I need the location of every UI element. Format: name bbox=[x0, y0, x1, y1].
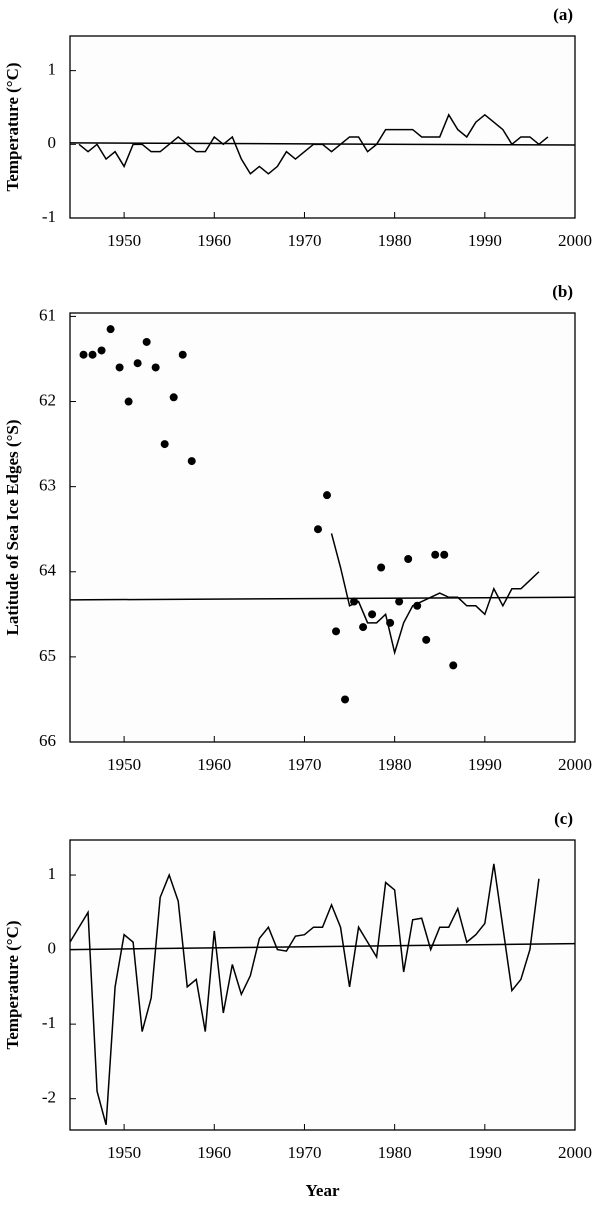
x-tick-label: 2000 bbox=[558, 1143, 592, 1162]
x-tick-label: 1970 bbox=[287, 755, 321, 774]
data-line bbox=[330, 533, 540, 656]
data-point bbox=[151, 363, 160, 372]
data-point bbox=[115, 363, 124, 372]
x-tick-label: 1990 bbox=[468, 1143, 502, 1162]
y-tick-label: 1 bbox=[48, 864, 57, 883]
plot-frame bbox=[69, 312, 576, 743]
y-tick-label: 61 bbox=[39, 305, 56, 324]
x-tick-label: 1950 bbox=[107, 231, 141, 250]
data-point bbox=[160, 440, 169, 449]
plot-frame bbox=[69, 35, 576, 219]
data-point bbox=[106, 325, 115, 334]
data-point bbox=[395, 597, 404, 606]
data-line bbox=[69, 942, 576, 951]
x-tick-label: 1970 bbox=[287, 1143, 321, 1162]
y-tick-label: 65 bbox=[39, 646, 56, 665]
x-tick-label: 1990 bbox=[468, 755, 502, 774]
data-point bbox=[332, 627, 341, 636]
data-point bbox=[368, 610, 377, 619]
y-tick-label: -2 bbox=[42, 1088, 56, 1107]
x-tick-label: 1960 bbox=[197, 1143, 231, 1162]
x-tick-label: 1950 bbox=[107, 1143, 141, 1162]
y-axis-label: Latitude of Sea Ice Edges (°S) bbox=[3, 420, 22, 636]
data-point bbox=[341, 695, 350, 704]
x-tick-label: 1990 bbox=[468, 231, 502, 250]
x-tick-label: 1960 bbox=[197, 755, 231, 774]
data-point bbox=[169, 393, 178, 402]
data-point bbox=[449, 661, 458, 670]
x-tick-label: 1980 bbox=[378, 231, 412, 250]
y-tick-label: 0 bbox=[48, 133, 57, 152]
y-axis-label: Temperature (°C) bbox=[3, 920, 22, 1049]
y-axis-label: Temperature (°C) bbox=[3, 62, 22, 191]
data-point bbox=[431, 550, 440, 559]
y-tick-label: 66 bbox=[39, 731, 56, 750]
y-tick-label: 64 bbox=[39, 561, 57, 580]
x-tick-label: 2000 bbox=[558, 755, 592, 774]
y-tick-label: -1 bbox=[42, 1013, 56, 1032]
data-point bbox=[313, 525, 322, 534]
x-tick-label: 1980 bbox=[378, 1143, 412, 1162]
x-tick-label: 1950 bbox=[107, 755, 141, 774]
data-line bbox=[69, 863, 540, 1125]
data-point bbox=[440, 550, 449, 559]
data-point bbox=[97, 346, 106, 355]
y-tick-label: 62 bbox=[39, 390, 56, 409]
x-tick-label: 1960 bbox=[197, 231, 231, 250]
data-point bbox=[422, 635, 431, 644]
data-point bbox=[79, 350, 88, 359]
plot-frame bbox=[69, 839, 576, 1131]
x-tick-label: 1980 bbox=[378, 755, 412, 774]
data-point bbox=[323, 491, 332, 500]
y-tick-label: 1 bbox=[48, 60, 57, 79]
data-point bbox=[359, 623, 368, 632]
data-point bbox=[124, 397, 133, 406]
data-point bbox=[88, 350, 97, 359]
x-axis-label: Year bbox=[306, 1181, 340, 1200]
data-point bbox=[142, 337, 151, 346]
data-point bbox=[178, 350, 187, 359]
data-point bbox=[133, 359, 142, 368]
y-tick-label: -1 bbox=[42, 207, 56, 226]
y-tick-label: 0 bbox=[48, 938, 57, 957]
panel-label: (b) bbox=[552, 282, 573, 301]
data-point bbox=[187, 457, 196, 466]
data-point bbox=[404, 554, 413, 563]
data-line bbox=[69, 142, 576, 146]
data-line bbox=[69, 596, 576, 601]
x-tick-label: 2000 bbox=[558, 231, 592, 250]
y-tick-label: 63 bbox=[39, 476, 56, 495]
data-point bbox=[377, 563, 386, 572]
x-tick-label: 1970 bbox=[287, 231, 321, 250]
panel-label: (c) bbox=[554, 809, 573, 828]
panel-label: (a) bbox=[553, 5, 573, 24]
